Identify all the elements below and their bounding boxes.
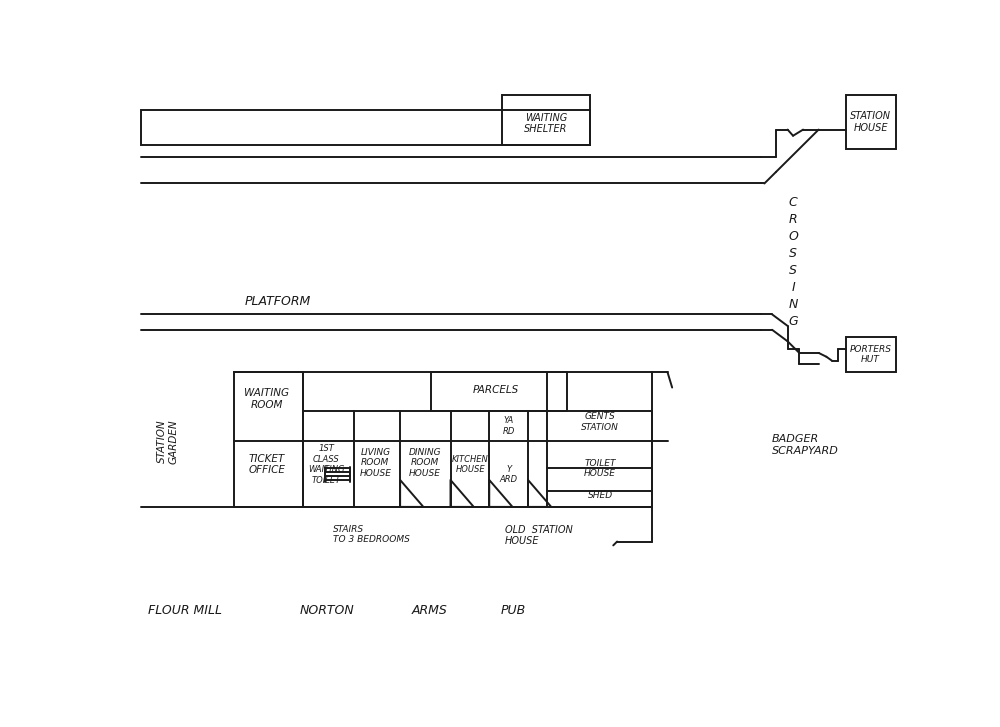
Text: PLATFORM: PLATFORM	[245, 295, 311, 308]
Bar	[502, 95, 590, 145]
Text: STATION
GARDEN: STATION GARDEN	[157, 419, 178, 464]
Text: DINING
ROOM
HOUSE: DINING ROOM HOUSE	[409, 448, 441, 478]
Bar	[846, 337, 896, 372]
Text: TICKET
OFFICE: TICKET OFFICE	[248, 454, 285, 475]
Text: NORTON: NORTON	[299, 604, 354, 617]
Bar	[140, 111, 590, 145]
Text: WAITING
SHELTER: WAITING SHELTER	[524, 113, 568, 134]
Text: ARMS: ARMS	[412, 604, 448, 617]
Text: STAIRS
TO 3 BEDROOMS: STAIRS TO 3 BEDROOMS	[333, 525, 410, 544]
Bar	[846, 95, 896, 149]
Text: O: O	[788, 230, 798, 243]
Text: R: R	[789, 213, 797, 226]
Text: PARCELS: PARCELS	[472, 385, 519, 395]
Text: SHED: SHED	[588, 491, 613, 500]
Bar	[431, 372, 567, 411]
Text: GENTS
STATION: GENTS STATION	[581, 412, 619, 432]
Text: BADGER
SCRAPYARD: BADGER SCRAPYARD	[772, 435, 839, 456]
Text: C: C	[789, 196, 797, 209]
Text: G: G	[788, 315, 798, 328]
Text: PUB: PUB	[501, 604, 526, 617]
Bar	[303, 411, 652, 507]
Text: YA
RD: YA RD	[502, 417, 515, 435]
Text: S: S	[789, 247, 797, 260]
Text: STATION
HOUSE: STATION HOUSE	[850, 111, 891, 133]
Text: I: I	[791, 281, 795, 294]
Text: N: N	[788, 298, 798, 311]
Text: Y
ARD: Y ARD	[500, 465, 518, 484]
Bar	[234, 372, 303, 507]
Text: S: S	[789, 264, 797, 277]
Text: KITCHEN
HOUSE: KITCHEN HOUSE	[452, 455, 489, 474]
Text: WAITING
ROOM: WAITING ROOM	[244, 388, 289, 410]
Text: FLOUR MILL: FLOUR MILL	[148, 604, 222, 617]
Text: PORTERS
HUT: PORTERS HUT	[850, 345, 892, 364]
Text: OLD  STATION
HOUSE: OLD STATION HOUSE	[505, 525, 572, 546]
Text: LIVING
ROOM
HOUSE: LIVING ROOM HOUSE	[359, 448, 391, 478]
Text: TOILET
HOUSE: TOILET HOUSE	[584, 459, 616, 478]
Text: 1ST
CLASS
WAITING
TOILET: 1ST CLASS WAITING TOILET	[308, 444, 345, 485]
